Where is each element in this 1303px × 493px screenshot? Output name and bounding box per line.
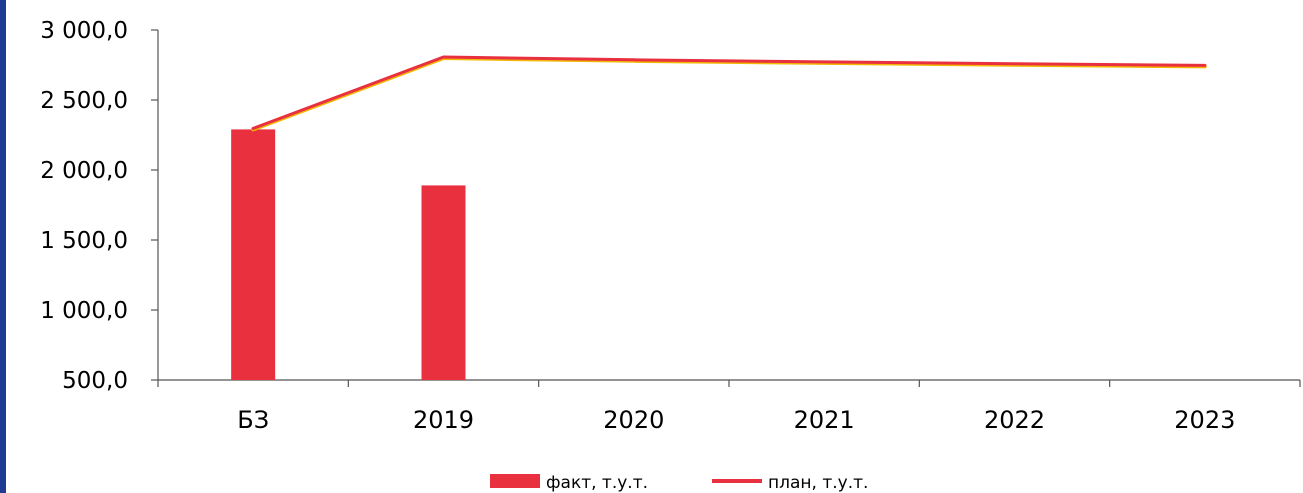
legend-label-fact: факт, т.у.т.: [546, 473, 648, 493]
x-tick-label: БЗ: [237, 406, 269, 434]
line-series: [251, 55, 1207, 132]
y-axis: 500,0 1 000,0 1 500,0 2 000,0 2 500,0 3 000,0: [40, 18, 159, 394]
x-tick-label: 2019: [413, 406, 474, 434]
plan-line: [251, 55, 1207, 130]
bar-series: [231, 129, 466, 380]
page-left-border: [0, 0, 6, 493]
y-tick-label: 2 000,0: [40, 158, 128, 184]
x-axis: БЗ 2019 2020 2021 2022 2023: [157, 379, 1301, 434]
y-tick-label: 500,0: [62, 368, 128, 394]
y-tick-label: 1 000,0: [40, 298, 128, 324]
y-tick-label: 3 000,0: [40, 18, 128, 44]
legend-label-plan: план, т.у.т.: [768, 473, 868, 493]
legend: факт, т.у.т. план, т.у.т.: [490, 473, 868, 493]
line-shadow: [251, 56, 1207, 132]
x-tick-label: 2020: [603, 406, 664, 434]
x-tick-label: 2022: [984, 406, 1045, 434]
y-tick-label: 2 500,0: [40, 88, 128, 114]
x-tick-label: 2023: [1174, 406, 1235, 434]
legend-swatch-fact: [490, 474, 540, 488]
bar: [421, 185, 466, 380]
y-tick-label: 1 500,0: [40, 228, 128, 254]
x-tick-label: 2021: [794, 406, 855, 434]
bar: [231, 129, 276, 380]
